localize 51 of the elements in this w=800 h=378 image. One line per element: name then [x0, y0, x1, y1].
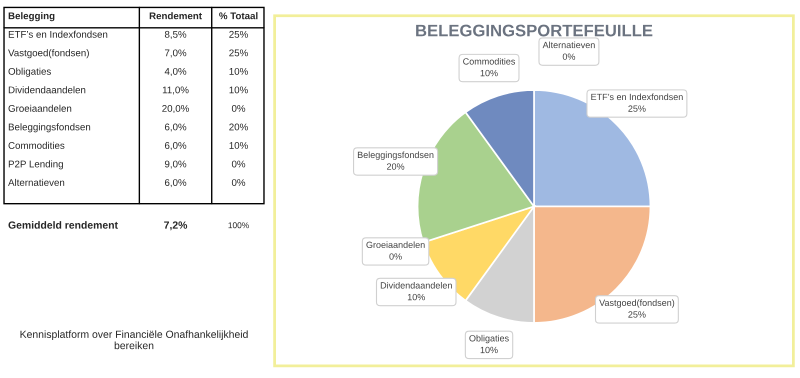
- text: 6,0%: [164, 179, 186, 188]
- text: 10%: [230, 68, 248, 75]
- text: 8,5%: [164, 30, 186, 39]
- text: 25%: [229, 49, 248, 56]
- text: 0%: [232, 179, 246, 186]
- data-label: 10%: [480, 346, 498, 354]
- chart-title: BELEGGINGSPORTEFEUILLE: [416, 24, 652, 36]
- data-label: 25%: [628, 105, 646, 112]
- text: 100%: [228, 222, 249, 228]
- text: 7,2%: [164, 221, 188, 230]
- text: Vastgoed(fondsen): [8, 49, 89, 58]
- text: % Totaal: [219, 12, 258, 20]
- text: 9,0%: [164, 160, 186, 169]
- slice-label: Beleggingsfondsen: [358, 151, 434, 160]
- text: Dividendaandelen: [8, 86, 86, 94]
- text: Belegging: [8, 12, 54, 22]
- text: Groeiaandelen: [8, 104, 72, 112]
- category-label: Groeiaandelen: [366, 241, 425, 248]
- text: 0%: [562, 53, 576, 60]
- text: 4,0%: [164, 68, 186, 76]
- text: 25%: [229, 30, 248, 38]
- slice-label: Vastgoed(fondsen): [599, 299, 674, 308]
- text: 6,0%: [164, 124, 186, 132]
- text: Beleggingsfondsen: [8, 123, 90, 132]
- text: ETF’s en Indexfondsen: [8, 30, 108, 38]
- slice-label: Obligaties: [469, 334, 509, 344]
- slice-label: Dividendaandelen: [380, 282, 452, 289]
- text: Obligaties: [8, 68, 51, 77]
- text: 7,0%: [164, 49, 186, 58]
- data-label: 10%: [408, 294, 425, 300]
- data-label: 25%: [628, 311, 646, 318]
- category-label: Alternatieven: [542, 42, 595, 48]
- text: 20%: [229, 124, 248, 130]
- text: Gemiddeld rendement: [8, 221, 118, 229]
- text: 10%: [230, 86, 248, 94]
- data-label: 20%: [386, 163, 404, 170]
- text: Alternatieven: [8, 178, 64, 186]
- slice-label: Commodities: [463, 58, 516, 65]
- text: Kennisplatform over Financiële Onafhankelijkheid bereiken: [20, 330, 248, 350]
- text: 0%: [232, 105, 246, 112]
- text: Rendement: [150, 12, 202, 20]
- text: 0%: [232, 160, 246, 168]
- data-label: 10%: [480, 70, 498, 76]
- text: P2P Lending: [8, 160, 63, 170]
- text: Commodities: [8, 142, 64, 149]
- text: 11,0%: [162, 86, 189, 95]
- text: 10%: [230, 142, 248, 149]
- text: 6,0%: [164, 142, 186, 150]
- text: 0%: [389, 253, 402, 260]
- slice-label: ETF’s en Indexfondsen: [591, 93, 683, 100]
- text: 20,0%: [162, 105, 189, 114]
